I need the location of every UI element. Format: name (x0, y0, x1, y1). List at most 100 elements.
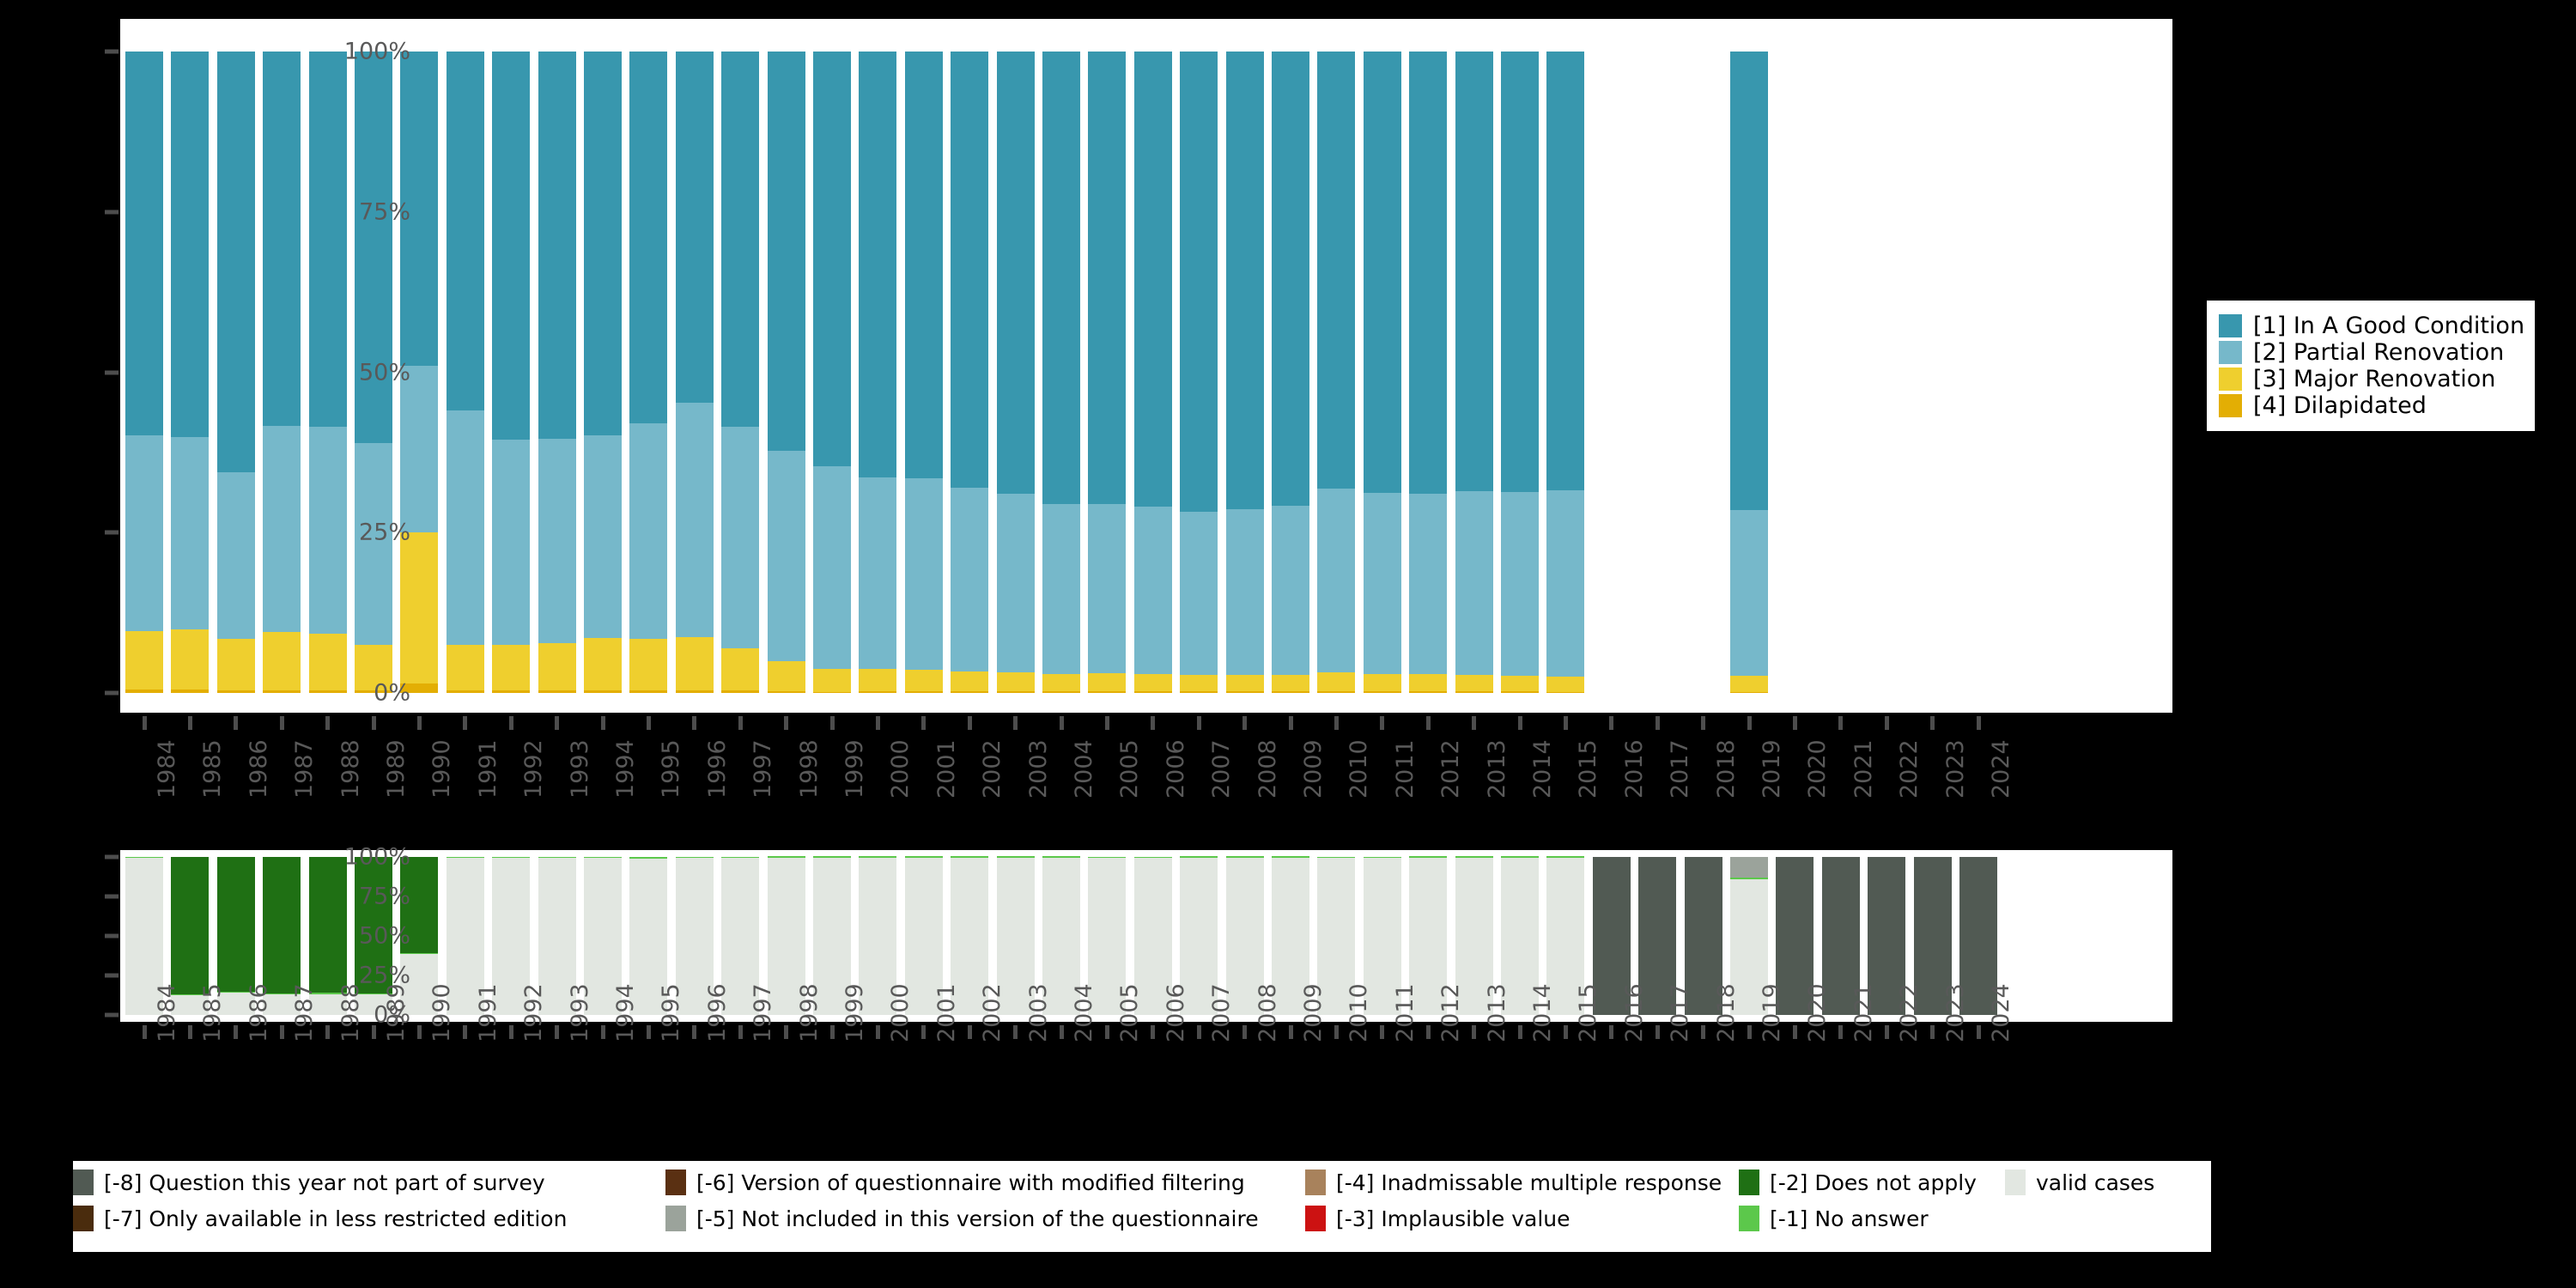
main-bar-2004 (1042, 19, 1080, 713)
main-segment (125, 52, 163, 435)
main-x-tick-mark (921, 716, 927, 730)
main-x-tick-mark (967, 716, 972, 730)
missing-x-tick-mark (1151, 1025, 1156, 1039)
main-x-tick-label-2000: 2000 (887, 739, 914, 799)
missing-legend-item-label: [-3] Implausible value (1336, 1206, 1571, 1231)
main-segment (1317, 52, 1356, 489)
main-bar-1984 (125, 19, 163, 713)
missing-legend-item-3[interactable]: [-2] Does not apply (1739, 1168, 1977, 1197)
main-segment (1180, 512, 1218, 676)
missing-segment (538, 858, 576, 1015)
main-plot-area (120, 19, 2172, 713)
main-x-tick-mark (1884, 716, 1889, 730)
missing-x-tick-mark (234, 1025, 239, 1039)
main-segment (1501, 52, 1539, 493)
main-x-tick-label-1986: 1986 (245, 739, 272, 799)
main-segment (1088, 672, 1127, 691)
main-bar-2005 (1088, 19, 1127, 713)
missing-bar-2011 (1363, 850, 1401, 1022)
main-segment (216, 472, 255, 640)
main-segment (125, 630, 163, 690)
main-x-tick-mark (1334, 716, 1339, 730)
main-segment (400, 683, 439, 693)
missing-legend-item-6[interactable]: [-5] Not included in this version of the… (665, 1204, 1259, 1233)
legend-item-0[interactable]: [1] In A Good Condition (2219, 313, 2524, 339)
missing-y-tick-label: 100% (343, 843, 410, 871)
missing-legend-swatch-icon (73, 1206, 94, 1231)
missing-legend-item-8[interactable]: [-1] No answer (1739, 1204, 1929, 1233)
main-x-tick-label-1990: 1990 (428, 739, 456, 799)
main-segment (629, 52, 668, 424)
missing-segment (446, 856, 484, 859)
main-bar-2001 (904, 19, 943, 713)
missing-codes-legend: [-8] Question this year not part of surv… (73, 1161, 2211, 1252)
main-bar-1998 (767, 19, 805, 713)
missing-segment (1546, 856, 1585, 858)
main-segment (675, 52, 714, 404)
legend-item-1[interactable]: [2] Partial Renovation (2219, 339, 2524, 366)
missing-bar-2006 (1133, 850, 1172, 1022)
main-x-tick-label-2004: 2004 (1071, 739, 1097, 799)
main-chart-panel (120, 19, 2172, 713)
main-segment (1225, 690, 1264, 693)
legend-item-3[interactable]: [4] Dilapidated (2219, 392, 2524, 419)
missing-legend-item-0[interactable]: [-8] Question this year not part of surv… (73, 1168, 545, 1197)
main-bar-1992 (492, 19, 531, 713)
main-segment (1317, 672, 1356, 691)
main-segment (492, 690, 531, 693)
missing-x-tick-label-2008: 2008 (1254, 983, 1281, 1042)
main-segment (355, 644, 392, 691)
missing-x-tick-mark (1838, 1025, 1844, 1039)
main-segment (859, 690, 897, 693)
missing-segment (125, 858, 163, 1015)
main-segment (996, 672, 1035, 691)
missing-x-tick-mark (1472, 1025, 1477, 1039)
main-bar-1990 (400, 19, 439, 713)
main-segment (859, 52, 897, 478)
missing-bar-1997 (721, 850, 760, 1022)
main-y-tick-mark (105, 49, 118, 54)
main-segment (308, 633, 347, 691)
main-bar-1997 (721, 19, 760, 713)
missing-segment (859, 857, 897, 1015)
main-x-tick-mark (187, 716, 192, 730)
missing-legend-swatch-icon (1305, 1170, 1326, 1195)
missing-x-tick-mark (416, 1025, 422, 1039)
main-segment (538, 642, 576, 691)
main-segment (492, 52, 531, 440)
main-x-tick-mark (738, 716, 743, 730)
main-x-tick-label-2006: 2006 (1162, 739, 1189, 799)
missing-segment (171, 993, 210, 995)
missing-bar-1984 (125, 850, 163, 1022)
main-segment (538, 52, 576, 440)
missing-x-tick-mark (1930, 1025, 1935, 1039)
missing-x-tick-label-1993: 1993 (566, 983, 593, 1042)
missing-legend-item-7[interactable]: [-3] Implausible value (1305, 1204, 1571, 1233)
main-segment (1409, 690, 1448, 693)
missing-legend-item-1[interactable]: [-6] Version of questionnaire with modif… (665, 1168, 1245, 1197)
main-bar-1993 (538, 19, 576, 713)
missing-x-tick-label-2022: 2022 (1896, 983, 1923, 1042)
main-bar-2013 (1455, 19, 1493, 713)
missing-segment (1546, 857, 1585, 1015)
missing-legend-swatch-icon (665, 1170, 686, 1195)
main-segment (400, 532, 439, 683)
main-segment (1133, 507, 1172, 674)
legend-item-2[interactable]: [3] Major Renovation (2219, 366, 2524, 392)
missing-segment (675, 858, 714, 1015)
missing-legend-item-2[interactable]: [-4] Inadmissable multiple response (1305, 1168, 1722, 1197)
missing-x-tick-mark (371, 1025, 376, 1039)
missing-legend-item-4[interactable]: valid cases (2005, 1168, 2154, 1197)
main-segment (1409, 52, 1448, 494)
missing-segment (1272, 856, 1309, 858)
main-x-tick-mark (1013, 716, 1018, 730)
main-segment (1272, 690, 1309, 693)
main-y-tick-mark (105, 370, 118, 374)
main-segment (584, 637, 622, 691)
missing-legend-item-5[interactable]: [-7] Only available in less restricted e… (73, 1204, 567, 1233)
main-segment (355, 442, 392, 645)
main-x-tick-label-1998: 1998 (795, 739, 823, 799)
missing-segment (1180, 857, 1218, 1015)
missing-legend-swatch-icon (665, 1206, 686, 1231)
main-x-tick-label-2018: 2018 (1712, 739, 1740, 799)
